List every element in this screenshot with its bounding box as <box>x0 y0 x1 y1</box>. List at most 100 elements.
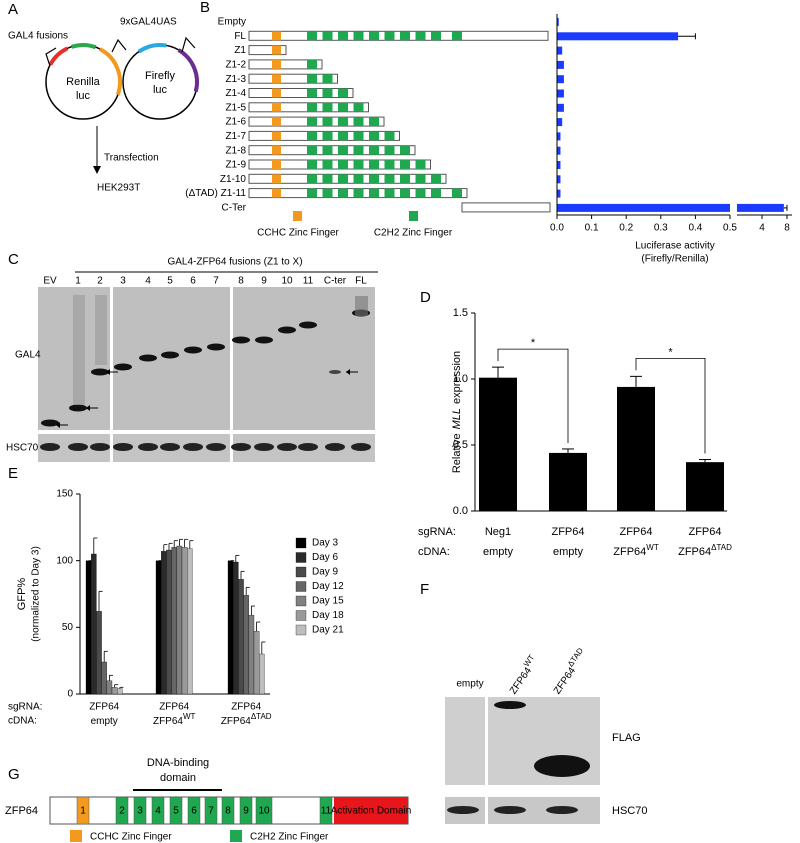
significance-bracket <box>497 348 569 443</box>
promoter-arrow <box>111 38 127 53</box>
plasmid-segment <box>177 48 199 93</box>
finger-number: 6 <box>191 806 197 817</box>
c2h2-finger <box>338 88 348 98</box>
finger-number: 2 <box>119 806 125 817</box>
smear <box>73 295 85 405</box>
bar <box>617 386 655 511</box>
c2h2-finger <box>400 145 410 155</box>
c2h2-finger <box>322 174 333 184</box>
bar <box>85 560 92 695</box>
bar <box>557 60 564 69</box>
x-tick-label-base: empty <box>553 546 583 558</box>
plasmid-segment <box>48 46 69 66</box>
finger-number: 10 <box>258 806 270 817</box>
construct <box>248 73 338 84</box>
band <box>255 336 273 344</box>
c2h2-finger <box>400 188 410 198</box>
bar <box>557 175 561 184</box>
construct-label: Z1-9 <box>225 160 246 171</box>
x-tick-label: 0.2 <box>619 223 633 234</box>
c2h2-finger <box>400 160 410 169</box>
construct-label: Z1-5 <box>225 102 246 113</box>
x-tick-label: ZFP64 <box>619 526 652 538</box>
bar <box>248 615 255 695</box>
step-label: Transfection <box>104 153 159 164</box>
c2h2-finger <box>307 88 317 98</box>
bar <box>549 452 587 511</box>
c2h2-finger <box>415 174 426 184</box>
legend-swatch <box>295 537 307 549</box>
band <box>546 806 578 814</box>
blot-label: FLAG <box>612 732 641 744</box>
c2h2-finger <box>353 31 364 41</box>
c2h2-finger <box>452 31 462 41</box>
band <box>351 443 371 451</box>
bar <box>111 687 118 695</box>
x-tick-label: ZFP64WT <box>613 543 659 558</box>
c2h2-finger <box>400 174 410 184</box>
finger-number: 9 <box>243 806 249 817</box>
c2h2-finger <box>338 31 348 41</box>
band <box>114 363 132 371</box>
bar <box>181 547 188 695</box>
x-tick-label-base: empty <box>483 546 513 558</box>
plasmid-segment <box>137 43 167 54</box>
c2h2-finger <box>322 31 333 41</box>
x-tick-label-sup: WT <box>646 543 659 552</box>
lane-label: 1 <box>75 276 81 287</box>
x-tick-label: empty <box>553 546 583 558</box>
x-tick-label-base: ZFP64 <box>678 546 711 558</box>
plasmid-segment <box>70 43 97 50</box>
blot-label: HSC70 <box>612 805 647 817</box>
panel-label: A <box>8 1 18 18</box>
cchc-finger <box>272 174 281 184</box>
x-tick-label-base: ZFP64 <box>221 716 251 727</box>
c2h2-finger <box>338 188 348 198</box>
band <box>232 336 250 344</box>
lane-label: 8 <box>238 276 244 287</box>
c2h2-finger <box>307 74 317 84</box>
c2h2-finger <box>322 145 333 155</box>
c2h2-finger <box>169 796 183 825</box>
x-tick-label-sup: ΔTAD <box>711 543 732 552</box>
panel-label: C <box>8 251 19 268</box>
blot-divider <box>485 697 488 824</box>
lane-label: 2 <box>97 276 103 287</box>
finger-number: 1 <box>80 806 86 817</box>
c2h2-finger <box>338 145 348 155</box>
lane-label: 7 <box>213 276 219 287</box>
bar <box>557 132 561 141</box>
bar <box>238 579 244 695</box>
cchc-finger <box>272 88 281 98</box>
c2h2-finger <box>322 102 333 112</box>
blot-divider <box>110 287 113 462</box>
panel-label: D <box>420 289 431 306</box>
band <box>231 443 251 451</box>
bar <box>557 118 563 127</box>
c2h2-finger <box>204 796 218 825</box>
x-tick-label: ZFP64ΔTAD <box>221 712 272 727</box>
y-axis-label: GFP% <box>16 578 28 611</box>
bar <box>557 32 679 41</box>
arrow-head <box>346 369 350 375</box>
construct-label: (ΔTAD) Z1-11 <box>185 188 246 199</box>
legend-label: C2H2 Zinc Finger <box>250 832 329 843</box>
y-tick-label: 50 <box>62 622 74 633</box>
blot <box>38 287 375 430</box>
bar <box>106 680 113 695</box>
x-tick-label: Neg1 <box>485 526 511 538</box>
c2h2-finger <box>307 131 317 141</box>
row-label: cDNA: <box>418 546 450 558</box>
band <box>207 343 225 351</box>
construct-label: Z1-4 <box>225 88 246 99</box>
construct-label: FL <box>234 31 246 42</box>
c2h2-finger <box>307 174 317 184</box>
finger-number: 7 <box>208 806 214 817</box>
bar <box>227 560 234 695</box>
legend-swatch <box>70 830 82 842</box>
band <box>113 443 133 451</box>
c2h2-finger <box>415 160 426 169</box>
construct <box>248 30 549 41</box>
construct <box>248 45 287 56</box>
lane-label: 3 <box>120 276 126 287</box>
